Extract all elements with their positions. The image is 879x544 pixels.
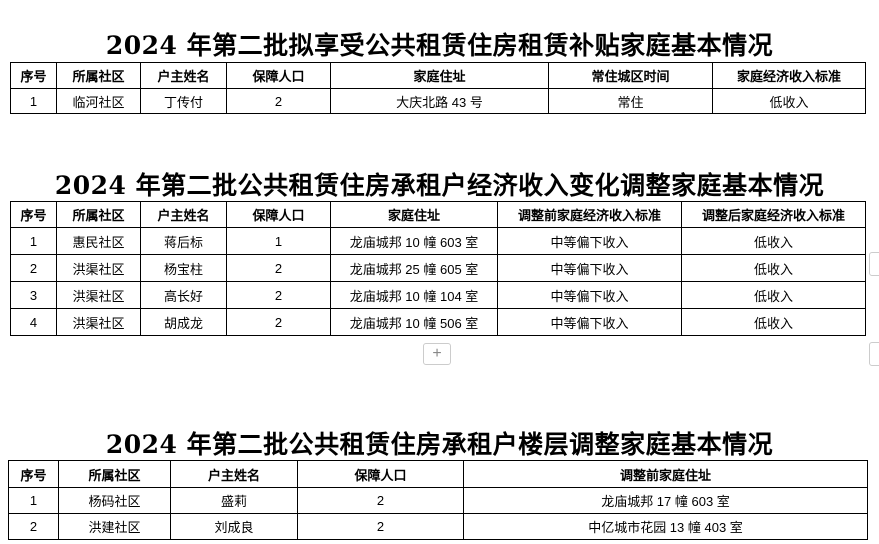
cell: 低收入 [712,88,866,114]
cell: 低收入 [681,308,866,336]
header-cell: 家庭住址 [330,201,498,228]
add-button[interactable]: + [423,343,451,365]
header-row: 序号 所属社区 户主姓名 保障人口 家庭住址 调整前家庭经济收入标准 调整后家庭经济收入标准 [10,201,866,228]
cell: 洪渠社区 [56,281,141,309]
header-cell: 调整前家庭住址 [463,460,868,488]
cell: 低收入 [681,254,866,282]
table-income-adjustment: 序号 所属社区 户主姓名 保障人口 家庭住址 调整前家庭经济收入标准 调整后家庭经济收入标准… [10,201,866,336]
cell: 常住 [548,88,713,114]
cell: 2 [8,513,59,540]
header-cell: 保障人口 [226,201,331,228]
cell: 2 [226,88,331,114]
header-cell: 序号 [8,460,59,488]
section-1-title: 2024 年第二批拟享受公共租赁住房租赁补贴家庭基本情况 [105,31,774,60]
cell: 盛莉 [170,487,298,514]
cell: 2 [297,513,464,540]
cell: 丁传付 [140,88,227,114]
table-floor-adjustment: 序号 所属社区 户主姓名 保障人口 调整前家庭住址 1 杨码社区 盛莉 2 龙庙城邦 17 幢 6… [8,460,868,540]
header-cell: 所属社区 [58,460,171,488]
header-cell: 序号 [10,62,57,89]
header-cell: 常住城区时间 [548,62,713,89]
header-row: 序号 所属社区 户主姓名 保障人口 家庭住址 常住城区时间 家庭经济收入标准 [10,62,866,89]
cell: 惠民社区 [56,227,141,255]
section-3-title: 2024 年第二批公共租赁住房承租户楼层调整家庭基本情况 [105,430,774,459]
header-cell: 户主姓名 [140,201,227,228]
cell: 龙庙城邦 25 幢 605 室 [330,254,498,282]
cell: 洪渠社区 [56,308,141,336]
cell: 中等偏下收入 [497,281,682,309]
cell: 龙庙城邦 10 幢 104 室 [330,281,498,309]
cell: 中亿城市花园 13 幢 403 室 [463,513,868,540]
table-row: 2 洪渠社区 杨宝柱 2 龙庙城邦 25 幢 605 室中等偏下收入 低收入 [10,254,866,282]
table-row: 3 洪渠社区 高长好 2 龙庙城邦 10 幢 104 室中等偏下收入 低收入 [10,281,866,309]
cell: 2 [226,308,331,336]
cell: 4 [10,308,57,336]
header-row: 序号 所属社区 户主姓名 保障人口 调整前家庭住址 [8,460,868,488]
header-cell: 调整后家庭经济收入标准 [681,201,866,228]
header-cell: 调整前家庭经济收入标准 [497,201,682,228]
cell: 低收入 [681,227,866,255]
header-cell: 保障人口 [297,460,464,488]
header-cell: 所属社区 [56,201,141,228]
table-row: 1 临河社区 丁传付 2 大庆北路 43 号常住 低收入 [10,88,866,114]
cell: 杨码社区 [58,487,171,514]
edge-button[interactable] [869,252,879,276]
header-cell: 家庭经济收入标准 [712,62,866,89]
cell: 龙庙城邦 17 幢 603 室 [463,487,868,514]
cell: 中等偏下收入 [497,308,682,336]
edge-button[interactable] [869,342,879,366]
cell: 洪渠社区 [56,254,141,282]
cell: 1 [10,88,57,114]
header-cell: 保障人口 [226,62,331,89]
cell: 临河社区 [56,88,141,114]
cell: 中等偏下收入 [497,227,682,255]
cell: 胡成龙 [140,308,227,336]
table-row: 2 洪建社区 刘成良 2 中亿城市花园 13 幢 403 室 [8,513,868,540]
cell: 3 [10,281,57,309]
plus-icon: + [432,345,442,362]
header-cell: 家庭住址 [330,62,549,89]
cell: 1 [10,227,57,255]
cell: 高长好 [140,281,227,309]
cell: 龙庙城邦 10 幢 603 室 [330,227,498,255]
cell: 蒋后标 [140,227,227,255]
table-row: 1 惠民社区 蒋后标 1 龙庙城邦 10 幢 603 室中等偏下收入 低收入 [10,227,866,255]
cell: 2 [226,281,331,309]
cell: 龙庙城邦 10 幢 506 室 [330,308,498,336]
table-row: 4 洪渠社区 胡成龙 2 龙庙城邦 10 幢 506 室中等偏下收入 低收入 [10,308,866,336]
cell: 洪建社区 [58,513,171,540]
table-row: 1 杨码社区 盛莉 2 龙庙城邦 17 幢 603 室 [8,487,868,514]
section-2-title: 2024 年第二批公共租赁住房承租户经济收入变化调整家庭基本情况 [54,171,825,200]
header-cell: 所属社区 [56,62,141,89]
cell: 1 [8,487,59,514]
cell: 2 [10,254,57,282]
cell: 刘成良 [170,513,298,540]
cell: 2 [297,487,464,514]
cell: 2 [226,254,331,282]
header-cell: 户主姓名 [140,62,227,89]
header-cell: 户主姓名 [170,460,298,488]
cell: 低收入 [681,281,866,309]
cell: 大庆北路 43 号 [330,88,549,114]
cell: 1 [226,227,331,255]
header-cell: 序号 [10,201,57,228]
table-rent-subsidy: 序号 所属社区 户主姓名 保障人口 家庭住址 常住城区时间 家庭经济收入标准 1 临河社区 丁传… [10,62,866,114]
cell: 中等偏下收入 [497,254,682,282]
cell: 杨宝柱 [140,254,227,282]
